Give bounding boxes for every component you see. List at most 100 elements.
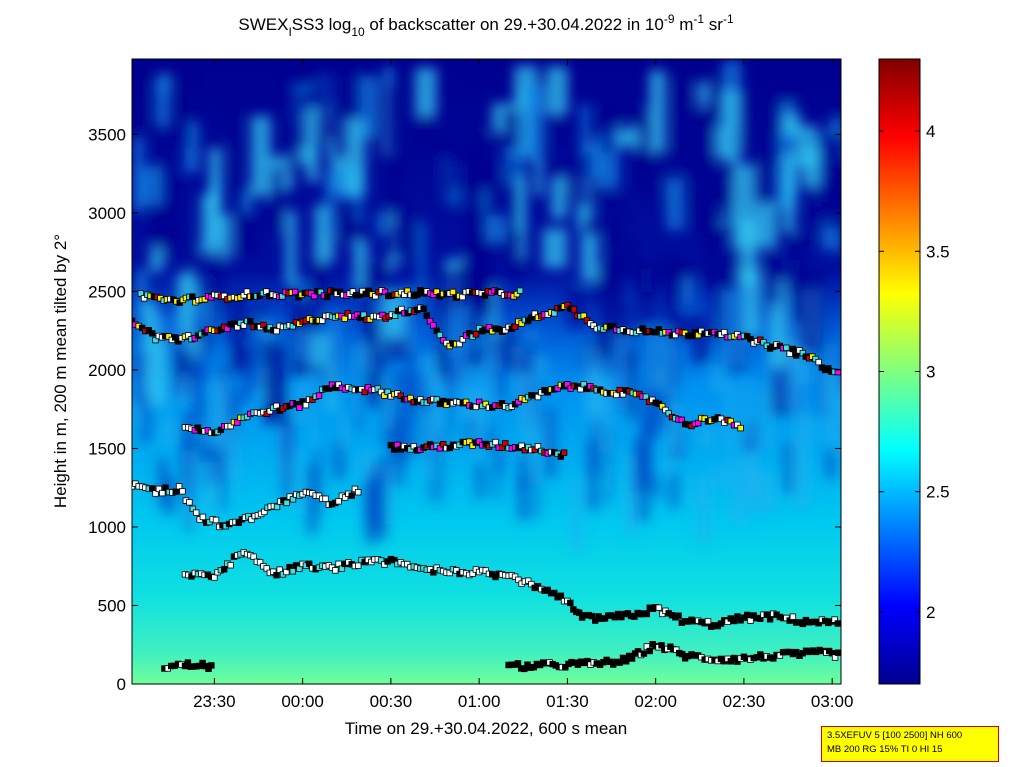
cloud-marker [747,335,754,343]
cloud-marker [688,332,695,340]
cloud-marker [159,489,166,497]
cloud-marker [734,421,741,428]
cloud-marker [420,305,427,312]
cloud-marker [560,449,568,456]
cloud-marker [289,323,296,330]
cloud-marker [171,334,179,341]
x-tick-label: 01:00 [458,692,501,711]
y-axis: 0 500 1000 1500 2000 2500 3000 3500 [88,125,841,694]
cloud-marker [390,556,398,564]
cloud-marker [192,509,200,516]
cloud-marker [492,438,499,446]
cloud-marker [675,612,682,619]
cloud-marker [299,398,306,405]
cloud-marker [433,327,440,334]
cloud-marker [433,396,440,403]
cloud-marker [279,293,286,300]
cloud-marker [757,615,764,622]
cloud-marker [747,617,754,624]
cloud-marker [590,322,597,329]
cloud-marker [763,611,770,618]
x-tick-label: 02:00 [634,692,677,711]
cloud-markers [132,286,841,673]
cloud-marker [567,599,574,607]
y-tick-label: 0 [117,675,126,694]
cloud-marker [737,424,744,432]
cloud-marker [528,314,535,321]
cloud-marker [315,392,323,399]
colorbar: 2 2.5 3 3.5 4 [878,58,950,685]
cloud-marker [194,424,202,431]
cloud-marker [317,288,324,296]
cloud-marker [276,566,283,573]
cloud-marker [140,295,148,302]
cloud-marker [332,567,339,574]
cloud-marker [256,559,264,566]
cloud-marker [528,580,535,588]
y-tick-label: 3500 [88,125,126,144]
cloud-marker [172,488,179,495]
cloud-marker [148,485,156,492]
cloud-marker [377,388,385,396]
cloud-marker [184,332,192,339]
cloud-marker [498,444,506,451]
cloud-marker [516,287,524,294]
x-tick-label: 01:30 [546,692,589,711]
cloud-marker [374,385,381,392]
cloud-marker [165,333,172,340]
cloud-marker [439,397,447,405]
cloud-marker [672,331,679,339]
cloud-marker [770,655,777,662]
x-tick-label: 00:00 [281,692,324,711]
cloud-marker [430,569,437,576]
cloud-marker [137,290,144,297]
cloud-marker [220,292,228,300]
cloud-marker [616,659,623,666]
cloud-marker [260,321,267,329]
cloud-marker [423,312,430,319]
cloud-marker [466,330,473,337]
cloud-marker [815,358,822,366]
y-axis-label: Height in m, 200 m mean tilted by 2° [51,234,70,508]
cloud-marker [305,560,313,567]
cloud-marker [730,617,738,625]
cloud-marker [531,310,538,317]
cloud-marker [148,330,156,337]
cloud-marker [273,327,280,335]
x-tick-label: 02:30 [723,692,766,711]
cloud-marker [576,609,583,616]
cloud-marker [831,616,838,623]
cloud-marker [341,315,348,322]
cloud-marker [348,492,355,499]
cloud-marker [640,650,648,657]
cloud-marker [199,513,207,521]
cloud-marker [263,565,270,572]
cloud-marker [189,293,196,300]
cloud-marker [220,566,228,573]
cloud-marker [208,662,215,669]
cloud-marker [475,438,483,445]
cloud-marker [291,288,299,296]
cloud-marker [318,317,326,324]
cloud-marker [335,560,342,567]
cloud-marker [230,320,238,327]
cloud-marker [436,445,444,452]
cloud-marker [655,326,663,333]
y-tick-label: 3000 [88,204,126,223]
cloud-marker [462,398,470,406]
cloud-marker [387,441,395,449]
cloud-marker [472,331,480,338]
cloud-marker [727,658,734,665]
cloud-marker [302,401,310,409]
cloud-marker [188,573,195,580]
cloud-marker [557,453,565,460]
cloud-marker [789,613,797,620]
cloud-marker [678,416,685,424]
x-tick-label: 23:30 [193,692,236,711]
cloud-marker [659,403,666,410]
cloud-marker [766,616,774,623]
cloud-marker [721,328,728,336]
cloud-marker [224,325,231,332]
cloud-marker [554,385,561,392]
cloud-marker [551,589,558,597]
